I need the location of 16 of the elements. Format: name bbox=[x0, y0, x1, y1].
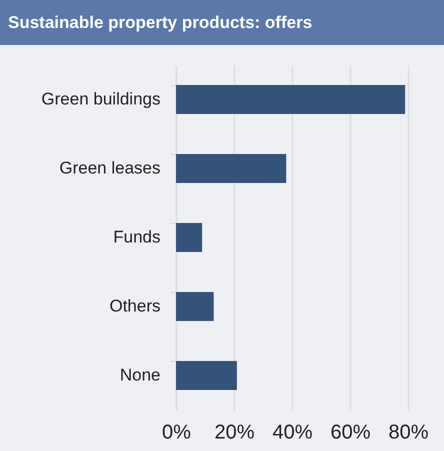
bar bbox=[176, 85, 406, 114]
x-tick-label: 80% bbox=[388, 422, 429, 444]
y-tick-label: None bbox=[120, 366, 160, 384]
y-tick-label: Green buildings bbox=[41, 90, 160, 108]
y-tick-label: Green leases bbox=[59, 158, 160, 178]
x-tick-label: 0% bbox=[162, 422, 192, 444]
y-tick-label: Others bbox=[109, 296, 160, 316]
bar bbox=[176, 154, 286, 183]
x-tick-label: 20% bbox=[214, 422, 255, 444]
chart-title: Sustainable property products: offers bbox=[8, 13, 312, 32]
bar bbox=[176, 223, 202, 252]
x-tick-label: 40% bbox=[272, 422, 313, 444]
x-tick-label: 60% bbox=[330, 422, 371, 444]
y-tick-label: Funds bbox=[113, 228, 160, 246]
bar bbox=[176, 292, 214, 321]
bar bbox=[176, 361, 237, 390]
